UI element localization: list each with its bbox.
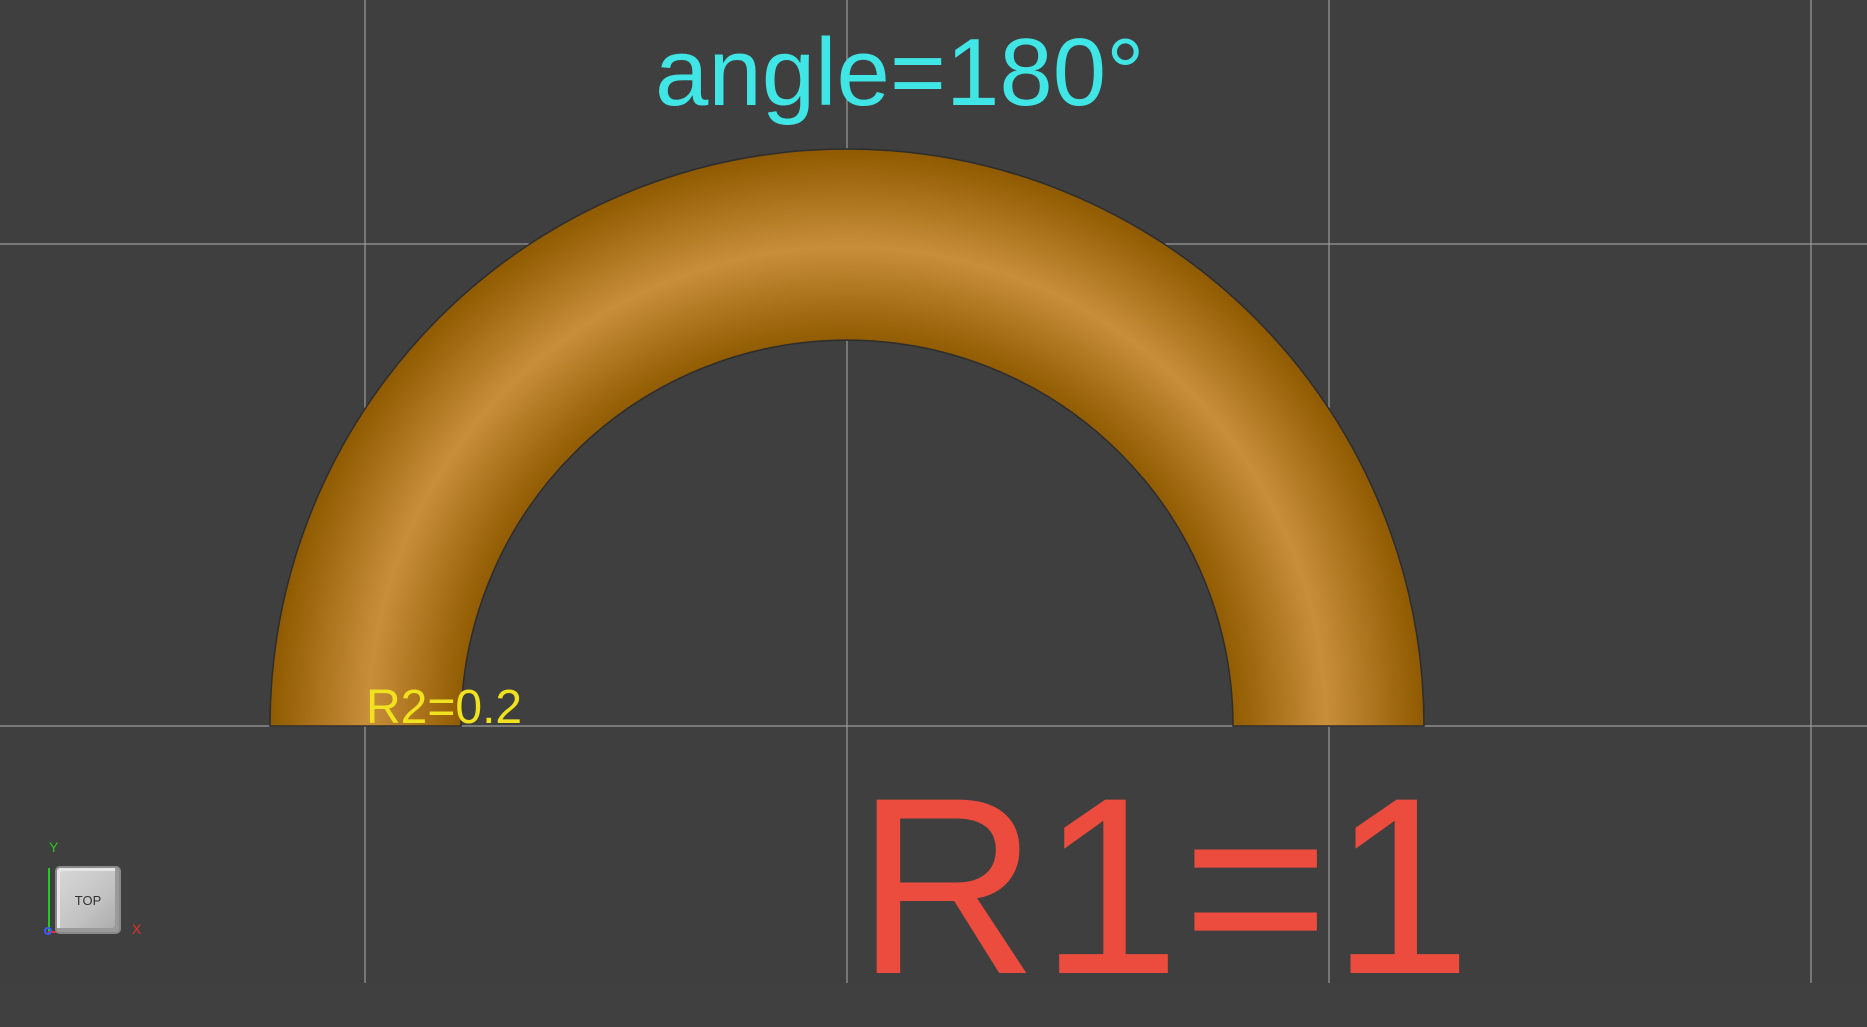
viewport-scene xyxy=(0,0,1867,983)
view-cube-top-face[interactable]: TOP xyxy=(55,866,121,934)
axis-y-label: Y xyxy=(49,839,59,855)
r2-annotation: R2=0.2 xyxy=(366,681,523,734)
half-torus-solid[interactable] xyxy=(269,148,1425,727)
axis-x-label: X xyxy=(132,921,142,937)
angle-annotation: angle=180° xyxy=(655,19,1145,126)
r1-annotation: R1=1 xyxy=(856,746,1474,1027)
axis-y-line xyxy=(48,868,50,932)
view-cube-widget[interactable]: Y X TOP xyxy=(30,838,150,948)
axis-z-icon xyxy=(44,927,52,935)
